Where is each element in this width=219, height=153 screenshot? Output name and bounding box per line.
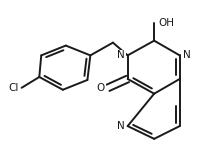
Text: N: N	[117, 50, 125, 60]
Text: O: O	[97, 83, 105, 93]
Text: N: N	[183, 50, 190, 60]
Text: OH: OH	[158, 18, 174, 28]
Text: Cl: Cl	[8, 83, 19, 93]
Text: N: N	[117, 121, 125, 131]
